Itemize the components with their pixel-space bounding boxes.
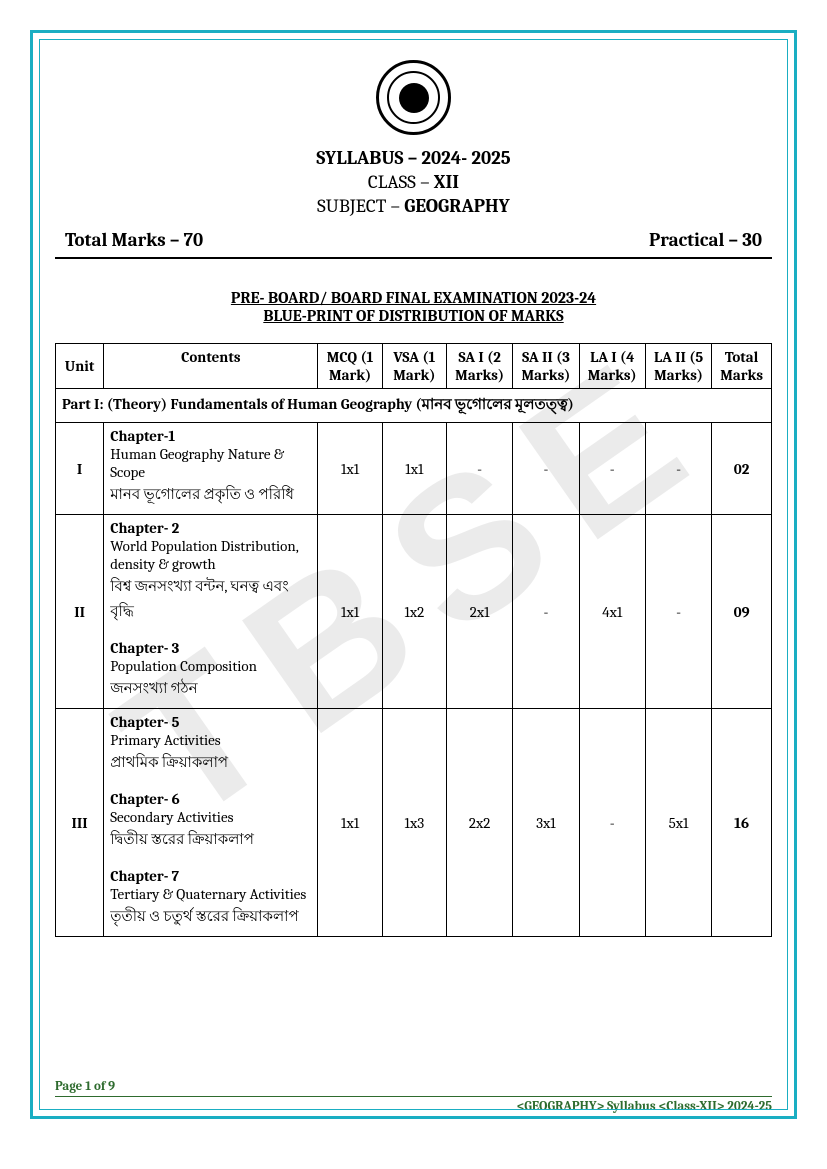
sa2-cell: -: [513, 423, 579, 515]
contents-cell: Chapter- 5 Primary Activities প্রাথমিক ক…: [104, 709, 318, 937]
blueprint-heading: BLUE-PRINT OF DISTRIBUTION OF MARKS: [55, 307, 772, 325]
table-row: I Chapter-1 Human Geography Nature & Sco…: [56, 423, 772, 515]
chapter-title: Chapter- 7: [110, 867, 311, 885]
chapter-text: Tertiary & Quaternary Activities: [110, 885, 311, 903]
chapter-text-bn: তৃতীয় ও চতুর্থ স্তরের ক্রিয়াকলাপ: [110, 905, 311, 930]
marks-row: Total Marks – 70 Practical – 30: [55, 225, 772, 259]
la1-cell: -: [579, 423, 645, 515]
la1-cell: 4x1: [579, 515, 645, 709]
inner-border: SYLLABUS – 2024- 2025 CLASS – XII SUBJEC…: [39, 39, 788, 1110]
contents-cell: Chapter-1 Human Geography Nature & Scope…: [104, 423, 318, 515]
vsa-cell: 1x3: [382, 709, 446, 937]
logo-inner-icon: [399, 83, 429, 113]
practical-marks: Practical – 30: [649, 229, 762, 251]
spacer: [110, 855, 311, 867]
col-sa1: SA I (2 Marks): [446, 344, 512, 389]
total-marks: Total Marks – 70: [65, 229, 203, 251]
table-row: II Chapter- 2 World Population Distribut…: [56, 515, 772, 709]
chapter-text-bn: মানব ভূগোলের প্রকৃতি ও পরিধি: [110, 483, 311, 508]
chapter-title: Chapter- 5: [110, 713, 311, 731]
chapter-title: Chapter- 6: [110, 790, 311, 808]
unit-cell: I: [56, 423, 104, 515]
board-logo: [376, 60, 451, 135]
chapter-text: Population Composition: [110, 657, 311, 675]
unit-cell: III: [56, 709, 104, 937]
vsa-cell: 1x1: [382, 423, 446, 515]
la1-cell: -: [579, 709, 645, 937]
la2-cell: 5x1: [645, 709, 711, 937]
col-la1: LA I (4 Marks): [579, 344, 645, 389]
sa1-cell: 2x1: [446, 515, 512, 709]
col-total: Total Marks: [712, 344, 772, 389]
mcq-cell: 1x1: [318, 423, 382, 515]
col-unit: Unit: [56, 344, 104, 389]
distribution-table: Unit Contents MCQ (1 Mark) VSA (1 Mark) …: [55, 343, 772, 937]
sa2-cell: -: [513, 515, 579, 709]
part-row: Part I: (Theory) Fundamentals of Human G…: [56, 389, 772, 423]
chapter-text-bn: বিশ্ব জনসংখ্যা বন্টন, ঘনত্ব এবং বৃদ্ধি: [110, 575, 311, 625]
subject-line: SUBJECT – GEOGRAPHY: [55, 195, 772, 217]
mcq-cell: 1x1: [318, 709, 382, 937]
title-block: SYLLABUS – 2024- 2025 CLASS – XII SUBJEC…: [55, 147, 772, 217]
chapter-title: Chapter- 3: [110, 639, 311, 657]
chapter-text-bn: প্রাথমিক ক্রিয়াকলাপ: [110, 751, 311, 776]
contents-cell: Chapter- 2 World Population Distribution…: [104, 515, 318, 709]
col-contents: Contents: [104, 344, 318, 389]
unit-cell: II: [56, 515, 104, 709]
class-line: CLASS – XII: [55, 171, 772, 193]
la2-cell: -: [645, 423, 711, 515]
chapter-text: Secondary Activities: [110, 808, 311, 826]
chapter-text-bn: দ্বিতীয় স্তরের ক্রিয়াকলাপ: [110, 828, 311, 853]
total-cell: 02: [712, 423, 772, 515]
class-label: CLASS –: [368, 171, 434, 193]
sa1-cell: -: [446, 423, 512, 515]
exam-heading: PRE- BOARD/ BOARD FINAL EXAMINATION 2023…: [55, 289, 772, 307]
col-vsa: VSA (1 Mark): [382, 344, 446, 389]
la2-cell: -: [645, 515, 711, 709]
subject-value: GEOGRAPHY: [404, 195, 510, 217]
chapter-text-bn: জনসংখ্যা গঠন: [110, 677, 311, 702]
sa1-cell: 2x2: [446, 709, 512, 937]
logo-container: [55, 60, 772, 139]
chapter-text: Human Geography Nature & Scope: [110, 445, 311, 481]
part-label: Part I: (Theory) Fundamentals of Human G…: [56, 389, 772, 423]
total-cell: 16: [712, 709, 772, 937]
subject-label: SUBJECT –: [317, 195, 404, 217]
chapter-text: World Population Distribution, density &…: [110, 537, 311, 573]
syllabus-line: SYLLABUS – 2024- 2025: [55, 147, 772, 169]
col-la2: LA II (5 Marks): [645, 344, 711, 389]
mcq-cell: 1x1: [318, 515, 382, 709]
outer-border: SYLLABUS – 2024- 2025 CLASS – XII SUBJEC…: [30, 30, 797, 1119]
sa2-cell: 3x1: [513, 709, 579, 937]
vsa-cell: 1x2: [382, 515, 446, 709]
spacer: [110, 627, 311, 639]
chapter-title: Chapter- 2: [110, 519, 311, 537]
spacer: [110, 778, 311, 790]
chapter-text: Primary Activities: [110, 731, 311, 749]
total-cell: 09: [712, 515, 772, 709]
syllabus-label: SYLLABUS – 2024- 2025: [316, 147, 510, 169]
class-value: XII: [434, 171, 459, 193]
table-row: III Chapter- 5 Primary Activities প্রাথম…: [56, 709, 772, 937]
col-mcq: MCQ (1 Mark): [318, 344, 382, 389]
table-header-row: Unit Contents MCQ (1 Mark) VSA (1 Mark) …: [56, 344, 772, 389]
col-sa2: SA II (3 Marks): [513, 344, 579, 389]
chapter-title: Chapter-1: [110, 427, 311, 445]
